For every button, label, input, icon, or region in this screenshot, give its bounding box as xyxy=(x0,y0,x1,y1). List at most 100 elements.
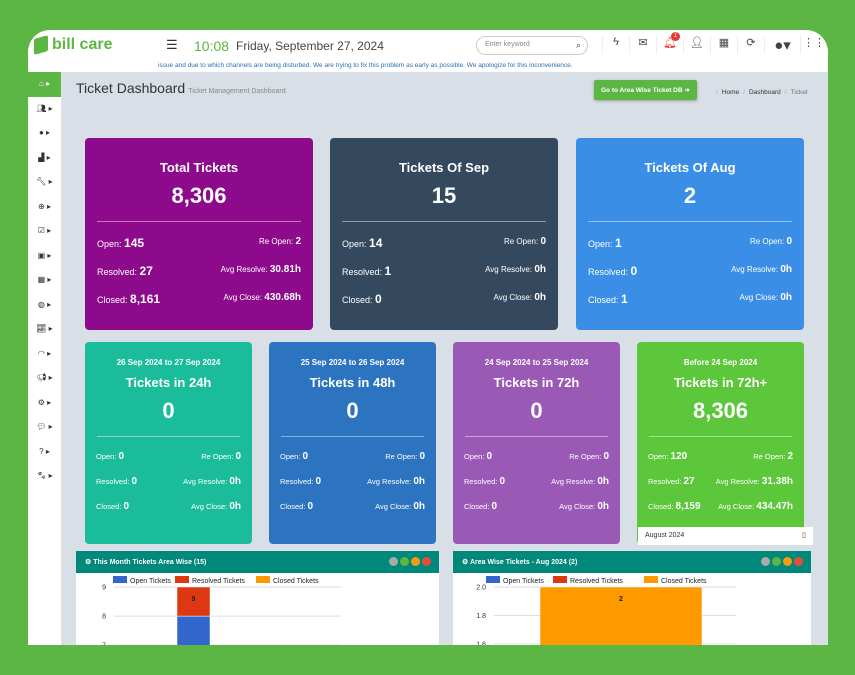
edit-icon[interactable] xyxy=(761,557,770,566)
legend-label: Closed Tickets xyxy=(661,578,707,585)
stat-avg_resolve: Avg Resolve: 0h xyxy=(367,476,425,487)
sidebar-item-globe[interactable]: ◍ ▸ xyxy=(37,299,52,309)
breadcrumb: / Home / Dashboard / Ticket xyxy=(716,89,808,96)
legend-swatch xyxy=(113,576,127,583)
minimize-icon[interactable] xyxy=(411,557,420,566)
minimize-icon[interactable] xyxy=(783,557,792,566)
panel-header: ⚙ This Month Tickets Area Wise (15) xyxy=(76,551,439,573)
stat-row: Resolved: 27 Avg Resolve: 30.81h xyxy=(85,264,313,278)
page-subtitle: Ticket Management Dashboard xyxy=(188,88,286,95)
y-tick-label: 8 xyxy=(102,614,106,621)
stat-reopen: Re Open: 0 xyxy=(385,451,425,462)
app-window: bill care ☰ 10:08 Friday, September 27, … xyxy=(28,30,828,645)
bar-closed-tickets xyxy=(539,586,703,645)
sidebar-item-sitemap[interactable]: ▟ ▸ xyxy=(38,152,51,162)
edit-icon[interactable] xyxy=(389,557,398,566)
month-value: August 2024 xyxy=(645,532,685,539)
stat-avg_close: Avg Close: 430.68h xyxy=(223,292,301,303)
sidebar-item-paw[interactable]: 🐾︎ ▸ xyxy=(36,471,53,480)
hamburger-menu-icon[interactable]: ☰ xyxy=(166,37,178,52)
sidebar-item-users[interactable]: 👥︎ ▸ xyxy=(36,103,53,113)
refresh-icon[interactable] xyxy=(400,557,409,566)
sidebar-item-cogs[interactable]: ⚙ ▸ xyxy=(37,397,52,407)
period-card[interactable]: 25 Sep 2024 to 26 Sep 2024 Tickets in 48h… xyxy=(269,342,436,544)
logo-text: bill care xyxy=(52,36,113,53)
stat-row: Closed: 0 Avg Close: 0h xyxy=(269,501,436,512)
dashboard-grid-icon[interactable]: ▦ xyxy=(710,36,737,54)
mail-icon[interactable]: ✉ xyxy=(629,36,656,54)
stat-avg_resolve: Avg Resolve: 0h xyxy=(183,476,241,487)
user-lock-icon[interactable]: 👤︎ xyxy=(683,36,710,54)
y-tick-label: 2.0 xyxy=(476,585,486,592)
y-tick-label: 1.6 xyxy=(476,641,486,645)
card-total: 8,306 xyxy=(171,183,227,208)
stat-closed: Closed: 0 xyxy=(280,501,314,512)
summary-card[interactable]: Tickets Of Aug 2 Open: 1 Re Open: 0 Resolved… xyxy=(576,138,804,330)
sidebar-item-money[interactable]: ▣ ▸ xyxy=(37,250,52,260)
search-icon[interactable]: ⌕ xyxy=(575,40,581,50)
period-card[interactable]: 24 Sep 2024 to 25 Sep 2024 Tickets in 72h… xyxy=(453,342,620,544)
close-icon[interactable] xyxy=(794,557,803,566)
stat-open: Open: 0 xyxy=(96,451,125,462)
stat-avg_resolve: Avg Resolve: 0h xyxy=(731,264,792,275)
stat-row: Resolved: 1 Avg Resolve: 0h xyxy=(330,264,558,278)
breadcrumb-dashboard[interactable]: Dashboard xyxy=(748,89,781,96)
stat-reopen: Re Open: 2 xyxy=(753,451,793,462)
stat-open: Open: 14 xyxy=(342,236,383,250)
refresh-icon[interactable]: ⟳ xyxy=(737,36,764,54)
calendar-icon[interactable]: ▯ xyxy=(802,532,806,539)
stat-avg_close: Avg Close: 0h xyxy=(493,292,546,303)
sidebar-item-grid[interactable]: ▦ ▸ xyxy=(37,275,52,284)
sidebar-item-user[interactable]: ● ▸ xyxy=(38,128,51,137)
legend-label: Open Tickets xyxy=(130,578,171,585)
sidebar-item-chart[interactable]: 📈︎ ▸ xyxy=(36,324,53,333)
sidebar-item-home[interactable]: ⌂ ▸ xyxy=(28,72,61,97)
stat-row: Resolved: 0 Avg Resolve: 0h xyxy=(269,476,436,487)
stat-closed: Closed: 1 xyxy=(588,292,628,306)
page-title-text: Ticket Dashboard xyxy=(76,80,186,96)
user-avatar-icon[interactable]: ●▾ xyxy=(764,36,800,54)
stat-reopen: Re Open: 0 xyxy=(201,451,241,462)
stat-resolved: Resolved: 0 xyxy=(588,264,638,278)
summary-card[interactable]: Tickets Of Sep 15 Open: 14 Re Open: 0 Resolv… xyxy=(330,138,558,330)
stat-row: Open: 1 Re Open: 0 xyxy=(576,236,804,250)
breadcrumb-home[interactable]: Home xyxy=(721,89,740,96)
stat-row: Open: 0 Re Open: 0 xyxy=(269,451,436,462)
sidebar-item-help[interactable]: ? ▸ xyxy=(39,446,50,456)
stat-open: Open: 1 xyxy=(588,236,622,250)
card-range: 26 Sep 2024 to 27 Sep 2024 xyxy=(116,358,221,367)
apps-icon[interactable]: ⋮⋮ xyxy=(800,36,827,54)
summary-card[interactable]: Total Tickets 8,306 Open: 145 Re Open: 2 Res… xyxy=(85,138,313,330)
sidebar-item-check[interactable]: ☑ ▸ xyxy=(37,226,52,235)
data-label: 9 xyxy=(192,596,196,603)
legend-label: Resolved Tickets xyxy=(570,578,623,585)
stat-row: Open: 0 Re Open: 0 xyxy=(85,451,252,462)
stat-row: Closed: 0 Avg Close: 0h xyxy=(453,501,620,512)
sidebar-item-headset[interactable]: ◠ ▸ xyxy=(37,348,52,358)
period-card[interactable]: 26 Sep 2024 to 27 Sep 2024 Tickets in 24h… xyxy=(85,342,252,544)
refresh-icon[interactable] xyxy=(772,557,781,566)
month-picker[interactable]: August 2024 ▯ xyxy=(638,527,813,545)
stat-row: Resolved: 0 Avg Resolve: 0h xyxy=(453,476,620,487)
card-title: Tickets in 72h xyxy=(493,375,580,390)
bell-icon[interactable]: 🔔︎ 1 xyxy=(656,32,683,54)
period-card[interactable]: Before 24 Sep 2024 Tickets in 72h+ 8,306 Op… xyxy=(637,342,804,544)
sidebar-item-wrench[interactable]: 🔧︎ ▸ xyxy=(36,177,53,186)
logo[interactable]: bill care xyxy=(34,35,113,55)
sidebar-item-bullhorn[interactable]: 📢︎ ▸ xyxy=(36,373,53,382)
search-placeholder: Enter keyword xyxy=(485,41,530,48)
card-title: Total Tickets xyxy=(159,160,239,175)
sidebar-item-comments[interactable]: 💬︎ ▸ xyxy=(36,422,53,431)
close-icon[interactable] xyxy=(422,557,431,566)
stat-row: Open: 145 Re Open: 2 xyxy=(85,236,313,250)
stat-row: Resolved: 0 Avg Resolve: 0h xyxy=(576,264,804,278)
stat-reopen: Re Open: 0 xyxy=(749,236,792,247)
bolt-icon[interactable]: ϟ xyxy=(602,36,629,54)
chart-panel-this-month: ⚙ This Month Tickets Area Wise (15) Open… xyxy=(76,551,439,645)
sidebar-item-crosshair[interactable]: ⊕ ▸ xyxy=(38,201,51,211)
search-input[interactable]: Enter keyword ⌕ xyxy=(476,36,588,55)
stat-avg_close: Avg Close: 434.47h xyxy=(718,501,793,512)
stat-closed: Closed: 0 xyxy=(96,501,130,512)
panel-title: Area Wise Tickets - Aug 2024 (2) xyxy=(469,559,578,566)
go-area-wise-button[interactable]: Go to Area Wise Ticket DB ➜ xyxy=(594,80,697,100)
